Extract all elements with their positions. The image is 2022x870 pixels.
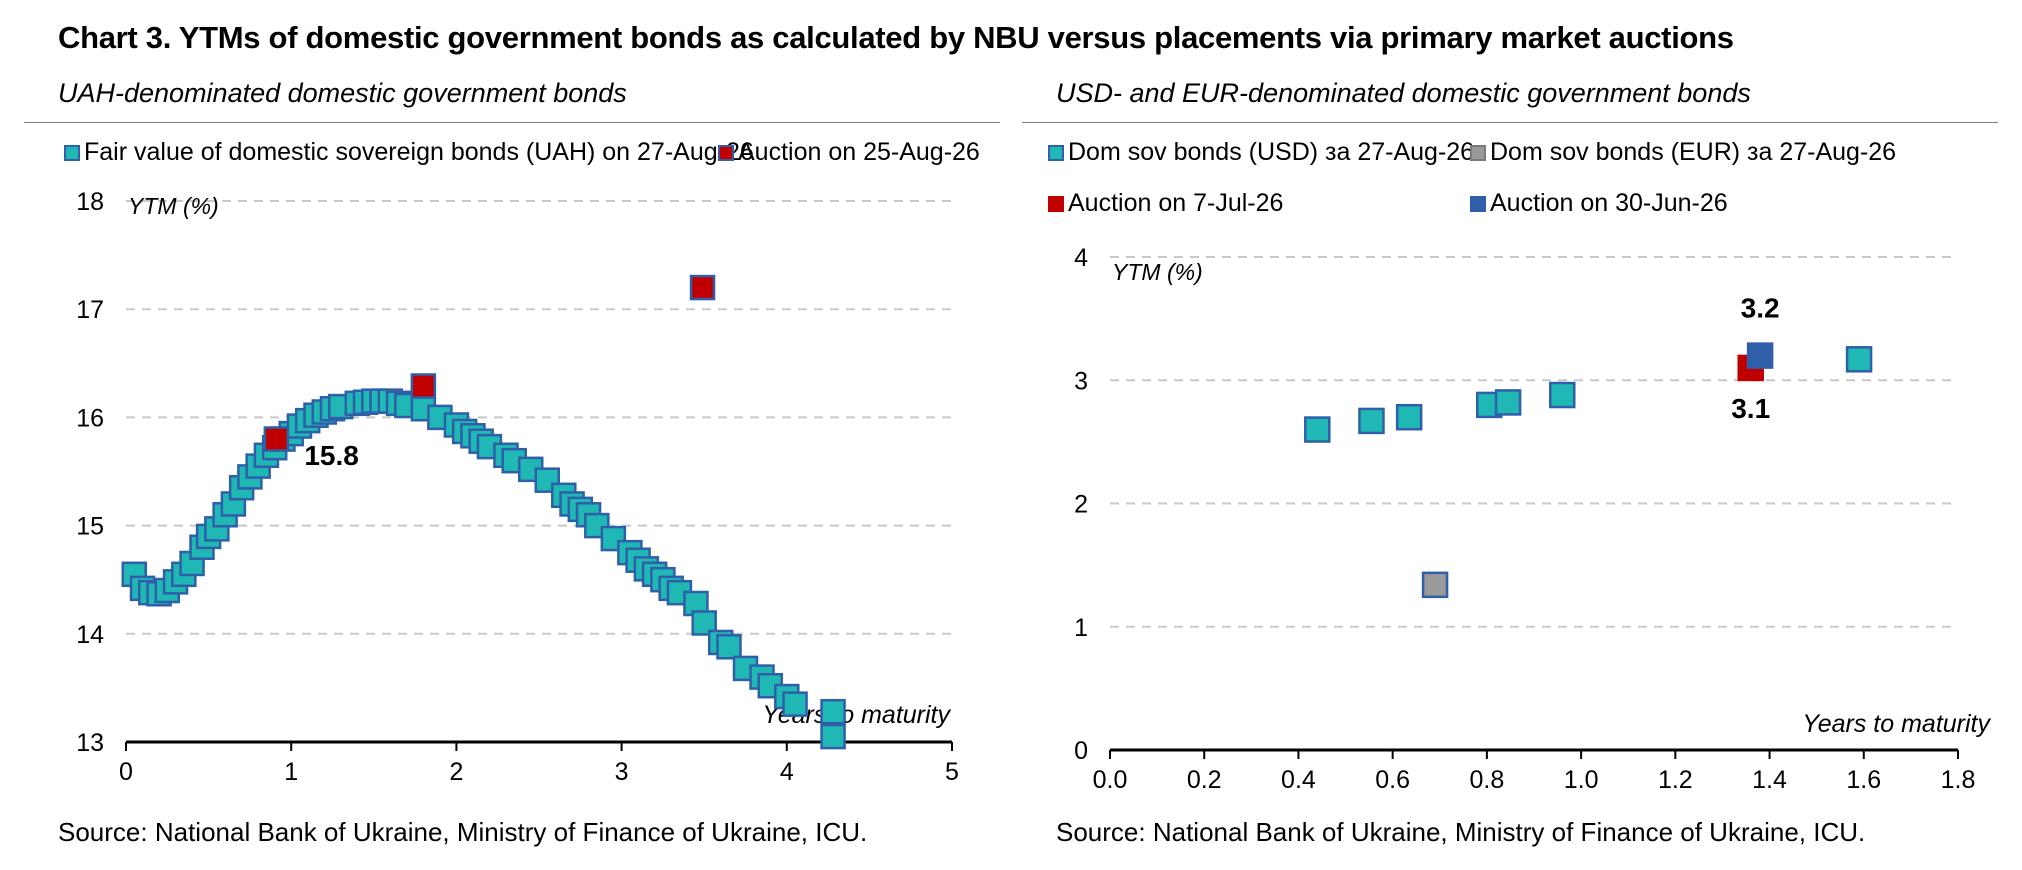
data-point-red xyxy=(263,426,290,452)
data-point-teal xyxy=(691,610,717,636)
y-tick-label: 3 xyxy=(1074,367,1088,395)
x-tick-label: 0.0 xyxy=(1093,766,1128,794)
y-tick-label: 18 xyxy=(76,188,104,216)
x-tick-label: 1.0 xyxy=(1564,766,1599,794)
y-tick-label: 1 xyxy=(1074,614,1088,642)
right-source-note: Source: National Bank of Ukraine, Minist… xyxy=(1056,817,1866,847)
data-point-teal xyxy=(1494,389,1522,416)
data-label: 15.8 xyxy=(304,440,359,471)
x-tick-label: 1.4 xyxy=(1752,766,1787,794)
x-tick-label: 3 xyxy=(615,758,629,786)
y-axis-title: YTM (%) xyxy=(1112,259,1203,285)
y-tick-label: 17 xyxy=(76,296,104,324)
y-tick-label: 16 xyxy=(76,404,104,432)
legend-item-auction-jun: Auction on 30-Jun-26 xyxy=(1470,189,1728,218)
left-source-note: Source: National Bank of Ukraine, Minist… xyxy=(58,817,868,847)
legend-label: Dom sov bonds (USD) за 27-Aug-26 xyxy=(1068,138,1475,166)
x-tick-label: 0 xyxy=(119,758,133,786)
legend-item-uah-fair-value: Fair value of domestic sovereign bonds (… xyxy=(64,138,754,167)
x-tick-label: 0.2 xyxy=(1187,766,1222,794)
x-tick-label: 1.6 xyxy=(1846,766,1881,794)
data-point-teal xyxy=(1304,416,1331,443)
data-point-red xyxy=(689,274,716,301)
data-point-teal xyxy=(1549,381,1576,409)
x-tick-label: 1.8 xyxy=(1941,766,1976,794)
legend-item-usd: Dom sov bonds (USD) за 27-Aug-26 xyxy=(1048,138,1474,167)
x-tick-label: 0.8 xyxy=(1470,766,1505,794)
legend-label: Auction on 7-Jul-26 xyxy=(1068,189,1284,217)
legend-item-auction-jul: Auction on 7-Jul-26 xyxy=(1048,189,1283,218)
right-panel-title: USD- and EUR-denominated domestic govern… xyxy=(1056,78,1751,108)
x-tick-label: 0.6 xyxy=(1375,766,1410,794)
data-point-teal xyxy=(782,691,808,717)
red-square-icon xyxy=(718,144,734,161)
legend-item-uah-auction: Auction on 25-Aug-26 xyxy=(718,138,980,167)
x-tick-label: 4 xyxy=(780,758,794,786)
y-tick-label: 0 xyxy=(1074,737,1088,765)
legend-label: Dom sov bonds (EUR) за 27-Aug-26 xyxy=(1490,138,1897,166)
data-point-grey xyxy=(1421,571,1449,599)
blue-square-icon xyxy=(1470,195,1486,212)
chart-main-title: Chart 3. YTMs of domestic government bon… xyxy=(58,20,1734,55)
data-point-red xyxy=(410,373,437,399)
x-tick-label: 1.2 xyxy=(1658,766,1693,794)
legend-label: Auction on 25-Aug-26 xyxy=(738,138,980,166)
y-tick-label: 4 xyxy=(1074,244,1088,272)
x-tick-label: 5 xyxy=(945,758,959,786)
y-tick-label: 15 xyxy=(76,513,104,541)
x-tick-label: 1 xyxy=(284,758,298,786)
x-tick-label: 0.4 xyxy=(1281,766,1316,794)
grey-square-icon xyxy=(1470,144,1486,161)
data-point-teal xyxy=(820,698,846,725)
teal-square-icon xyxy=(1048,144,1064,161)
x-axis-title: Years to maturity xyxy=(1802,710,1991,738)
data-point-teal xyxy=(1358,407,1385,435)
y-tick-label: 2 xyxy=(1074,491,1088,519)
legend-label: Fair value of domestic sovereign bonds (… xyxy=(84,138,754,166)
data-point-teal xyxy=(1845,346,1873,373)
y-axis-title: YTM (%) xyxy=(128,193,219,219)
data-point-teal xyxy=(820,723,846,750)
data-label: 3.1 xyxy=(1731,393,1770,424)
data-point-blue xyxy=(1746,342,1774,369)
left-panel-title: UAH-denominated domestic government bond… xyxy=(58,78,627,108)
legend-item-eur: Dom sov bonds (EUR) за 27-Aug-26 xyxy=(1470,138,1896,167)
y-tick-label: 14 xyxy=(76,621,104,649)
data-label: 3.2 xyxy=(1741,293,1780,324)
right-divider xyxy=(1022,122,1998,123)
x-tick-label: 2 xyxy=(449,758,463,786)
teal-square-icon xyxy=(64,144,80,161)
y-tick-label: 13 xyxy=(76,729,104,757)
left-divider xyxy=(24,122,1000,123)
data-point-teal xyxy=(716,634,742,660)
red-square-icon xyxy=(1048,195,1064,212)
data-point-teal xyxy=(1395,403,1423,431)
legend-label: Auction on 30-Jun-26 xyxy=(1490,189,1728,217)
